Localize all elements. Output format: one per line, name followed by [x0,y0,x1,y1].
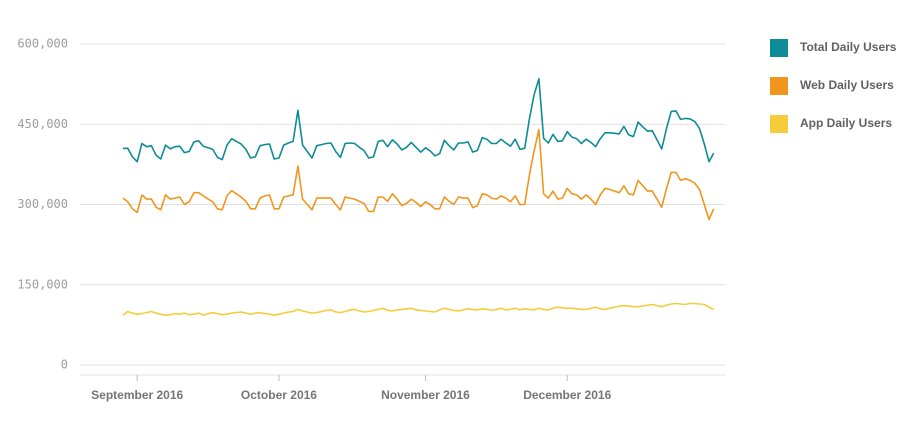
legend-swatch [770,115,788,133]
y-tick-label: 450,000 [17,117,68,131]
legend-swatch [770,77,788,95]
y-tick-label: 150,000 [17,277,68,291]
legend-swatch [770,39,788,57]
legend-label: App Daily Users [800,116,892,130]
series-line [123,78,715,163]
x-tick-label: September 2016 [91,388,183,402]
x-tick-label: November 2016 [381,388,470,402]
y-tick-label: 600,000 [17,37,68,51]
x-tick-label: October 2016 [241,388,317,402]
y-tick-label: 0 [61,358,68,372]
legend-label: Web Daily Users [800,78,894,92]
x-tick-label: December 2016 [523,388,611,402]
legend-label: Total Daily Users [800,40,897,54]
series-line [122,302,715,316]
series-line [122,128,715,221]
y-tick-label: 300,000 [17,197,68,211]
